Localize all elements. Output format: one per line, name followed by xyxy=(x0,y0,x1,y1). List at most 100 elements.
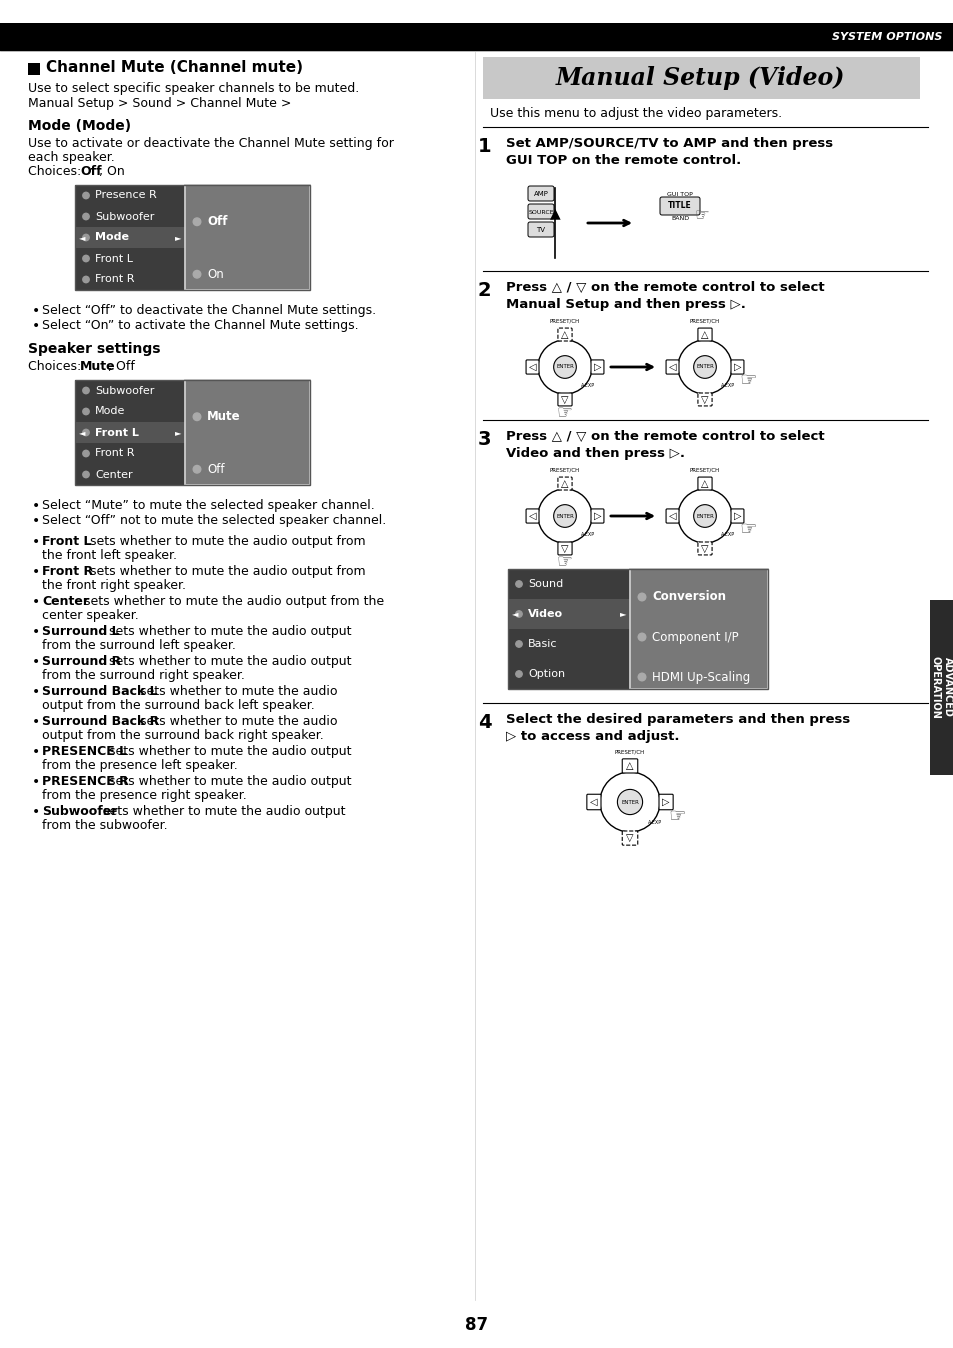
Text: Presence R: Presence R xyxy=(95,190,156,201)
Text: , On: , On xyxy=(99,164,125,178)
FancyBboxPatch shape xyxy=(698,477,711,491)
Text: •: • xyxy=(32,594,40,609)
Text: HDMI Up-Scaling: HDMI Up-Scaling xyxy=(651,670,749,683)
Text: Off: Off xyxy=(80,164,102,178)
Text: ▲: ▲ xyxy=(123,173,131,182)
Text: 1: 1 xyxy=(477,137,491,156)
FancyBboxPatch shape xyxy=(730,360,743,375)
Text: ►: ► xyxy=(174,233,181,243)
Text: Subwoofer: Subwoofer xyxy=(95,386,154,395)
Bar xyxy=(507,630,629,659)
Text: ◁: ◁ xyxy=(668,363,676,372)
Text: ◄: ◄ xyxy=(79,233,86,243)
Bar xyxy=(507,569,629,599)
Text: sets whether to mute the audio output from: sets whether to mute the audio output fr… xyxy=(86,535,365,549)
Text: GUI TOP on the remote control.: GUI TOP on the remote control. xyxy=(505,154,740,167)
Text: 3: 3 xyxy=(477,430,491,449)
Text: •: • xyxy=(32,319,40,333)
Text: Center: Center xyxy=(42,594,89,608)
Text: ▷ to access and adjust.: ▷ to access and adjust. xyxy=(505,731,679,743)
Text: Front L: Front L xyxy=(95,253,132,263)
Text: center speaker.: center speaker. xyxy=(42,609,138,621)
Circle shape xyxy=(516,671,521,677)
Bar xyxy=(75,270,185,290)
Text: △: △ xyxy=(700,479,708,488)
Circle shape xyxy=(83,213,90,220)
Text: A.EXP: A.EXP xyxy=(720,532,735,538)
FancyBboxPatch shape xyxy=(558,477,572,491)
Text: BAND: BAND xyxy=(670,216,688,221)
Text: Use to select specific speaker channels to be muted.: Use to select specific speaker channels … xyxy=(28,82,359,94)
Bar xyxy=(75,226,185,248)
Circle shape xyxy=(83,429,90,435)
FancyBboxPatch shape xyxy=(698,328,711,341)
Text: ▲: ▲ xyxy=(561,555,568,566)
Text: ▽: ▽ xyxy=(700,543,708,554)
Text: Set AMP/SOURCE/TV to AMP and then press: Set AMP/SOURCE/TV to AMP and then press xyxy=(505,137,832,150)
Text: ◄: ◄ xyxy=(512,609,518,619)
Text: , Off: , Off xyxy=(108,360,134,373)
Circle shape xyxy=(83,255,90,262)
Text: Off: Off xyxy=(207,216,227,228)
FancyBboxPatch shape xyxy=(665,360,679,375)
Text: •: • xyxy=(32,499,40,514)
Circle shape xyxy=(638,593,645,601)
Text: the front right speaker.: the front right speaker. xyxy=(42,580,186,592)
Text: 87: 87 xyxy=(465,1316,488,1335)
Text: Subwoofer: Subwoofer xyxy=(42,805,117,818)
Text: Surround L: Surround L xyxy=(42,625,119,638)
Text: Conversion: Conversion xyxy=(651,590,725,604)
Text: Select “Mute” to mute the selected speaker channel.: Select “Mute” to mute the selected speak… xyxy=(42,499,375,512)
Text: Mute: Mute xyxy=(207,410,240,423)
Text: ENTER: ENTER xyxy=(556,364,574,369)
Text: PRESENCE R: PRESENCE R xyxy=(42,775,129,789)
Text: Front R: Front R xyxy=(95,275,134,284)
Bar xyxy=(28,63,40,75)
Circle shape xyxy=(553,356,576,379)
Bar xyxy=(75,185,185,206)
Text: •: • xyxy=(32,625,40,639)
FancyBboxPatch shape xyxy=(659,197,700,214)
Text: Select “Off” not to mute the selected speaker channel.: Select “Off” not to mute the selected sp… xyxy=(42,514,386,527)
FancyBboxPatch shape xyxy=(730,510,743,523)
Text: sets whether to mute the audio output from: sets whether to mute the audio output fr… xyxy=(86,565,365,578)
FancyBboxPatch shape xyxy=(527,204,554,218)
Bar xyxy=(75,185,310,290)
Bar xyxy=(629,569,767,689)
Text: ENTER: ENTER xyxy=(696,514,713,519)
Text: ▲: ▲ xyxy=(549,206,559,220)
Text: PRESET/CH: PRESET/CH xyxy=(689,468,720,473)
Text: ▼: ▼ xyxy=(123,293,131,303)
Circle shape xyxy=(193,465,200,473)
Text: ◄: ◄ xyxy=(79,429,86,437)
Bar xyxy=(507,599,629,630)
Text: ▷: ▷ xyxy=(593,511,600,520)
Text: AMP: AMP xyxy=(533,191,548,197)
Text: Video: Video xyxy=(527,609,562,619)
Circle shape xyxy=(193,218,200,225)
Bar xyxy=(507,659,629,689)
Text: Mode (Mode): Mode (Mode) xyxy=(28,119,131,133)
FancyBboxPatch shape xyxy=(558,328,572,341)
FancyBboxPatch shape xyxy=(527,222,554,237)
Circle shape xyxy=(638,673,645,681)
Text: A.EXP: A.EXP xyxy=(647,820,661,825)
Text: Press △ / ▽ on the remote control to select: Press △ / ▽ on the remote control to sel… xyxy=(505,280,823,294)
Text: the front left speaker.: the front left speaker. xyxy=(42,549,177,562)
Text: •: • xyxy=(32,535,40,549)
Circle shape xyxy=(516,640,521,647)
Text: Surround R: Surround R xyxy=(42,655,121,669)
Text: •: • xyxy=(32,305,40,318)
Text: •: • xyxy=(32,805,40,820)
Text: A.EXP: A.EXP xyxy=(580,532,595,538)
Text: Press △ / ▽ on the remote control to select: Press △ / ▽ on the remote control to sel… xyxy=(505,430,823,443)
Text: sets whether to mute the audio output: sets whether to mute the audio output xyxy=(105,625,351,638)
Text: Front R: Front R xyxy=(42,565,93,578)
Text: ADVANCED
OPERATION: ADVANCED OPERATION xyxy=(930,655,952,718)
FancyBboxPatch shape xyxy=(621,759,638,772)
Text: •: • xyxy=(32,745,40,759)
Bar xyxy=(75,380,310,485)
FancyBboxPatch shape xyxy=(659,794,673,810)
Text: Select the desired parameters and then press: Select the desired parameters and then p… xyxy=(505,713,849,727)
Text: PRESENCE L: PRESENCE L xyxy=(42,745,127,758)
